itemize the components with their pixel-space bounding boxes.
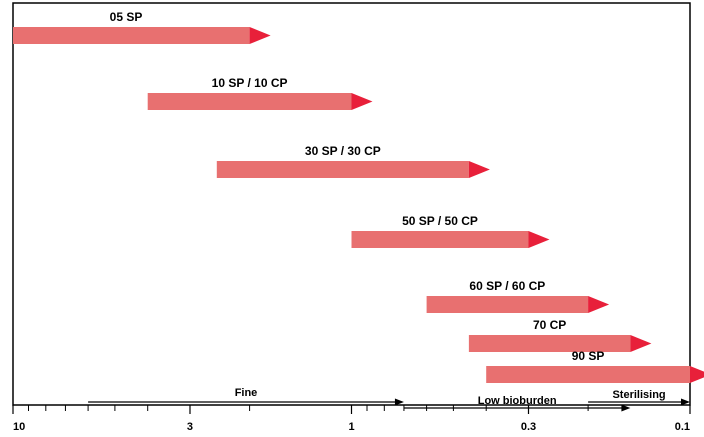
bar-arrowhead bbox=[351, 93, 373, 110]
bar bbox=[13, 27, 250, 44]
bar-label: 60 SP / 60 CP bbox=[469, 279, 545, 293]
bar-arrowhead bbox=[468, 161, 490, 178]
bar bbox=[147, 93, 352, 110]
bar bbox=[468, 335, 631, 352]
x-tick-label: 0.3 bbox=[521, 421, 536, 433]
bar bbox=[351, 231, 529, 248]
x-tick-label: 0.1 bbox=[675, 421, 690, 433]
bar-arrowhead bbox=[249, 27, 271, 44]
bar-arrowhead bbox=[630, 335, 652, 352]
bar-label: 30 SP / 30 CP bbox=[305, 144, 381, 158]
bar-label: 90 SP bbox=[572, 349, 605, 363]
range-label: Sterilising bbox=[612, 389, 665, 401]
range-arrowhead bbox=[394, 398, 404, 406]
bar-arrowhead bbox=[588, 296, 610, 313]
bar bbox=[486, 366, 690, 383]
x-tick-label: 10 bbox=[13, 421, 25, 433]
bar-arrowhead bbox=[528, 231, 550, 248]
range-label: Fine bbox=[235, 387, 258, 399]
bar-arrowhead bbox=[690, 366, 704, 383]
bar-label: 10 SP / 10 CP bbox=[212, 76, 288, 90]
bar-label: 05 SP bbox=[110, 10, 143, 24]
x-tick-label: 3 bbox=[187, 421, 193, 433]
bar bbox=[216, 161, 469, 178]
bar bbox=[426, 296, 589, 313]
x-tick-label: 1 bbox=[348, 421, 354, 433]
bar-label: 70 CP bbox=[533, 318, 566, 332]
range-label: Low bioburden bbox=[478, 395, 557, 407]
range-arrowhead bbox=[621, 404, 631, 412]
range-arrowhead bbox=[681, 398, 690, 406]
bar-label: 50 SP / 50 CP bbox=[402, 214, 478, 228]
